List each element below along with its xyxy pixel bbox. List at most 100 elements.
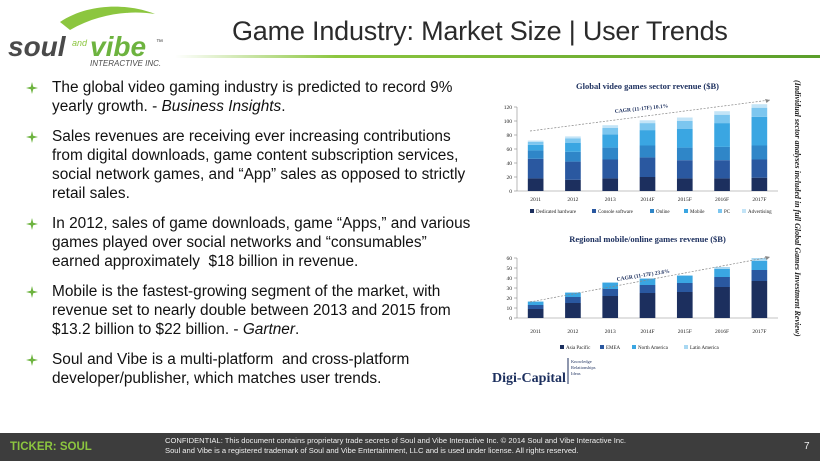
- bar-segment: [639, 145, 656, 158]
- y-tick-label: 0: [509, 189, 512, 195]
- bar-segment: [751, 107, 768, 117]
- legend-label: Online: [656, 210, 670, 215]
- y-tick-label: 0: [509, 316, 512, 322]
- bar-segment: [714, 269, 730, 277]
- x-tick-label: 2016F: [715, 197, 729, 203]
- legend-label: North America: [638, 346, 669, 351]
- chart-title: Regional mobile/online games revenue ($B…: [569, 234, 726, 244]
- bullet: Soul and Vibe is a multi-platform and cr…: [22, 350, 472, 388]
- slide-title: Game Industry: Market Size | User Trends: [232, 16, 728, 46]
- legend-label: Advertising: [748, 210, 772, 215]
- bullet: Mobile is the fastest-growing segment of…: [22, 282, 472, 339]
- bar-segment: [676, 160, 693, 179]
- bar-segment: [714, 160, 730, 179]
- trend-arrowhead: [765, 99, 770, 103]
- legend-swatch: [600, 345, 604, 349]
- x-tick-label: 2011: [530, 197, 541, 203]
- bar-segment: [602, 289, 619, 296]
- legend-swatch: [560, 345, 564, 349]
- bullet-text: In 2012, sales of game downloads, game “…: [52, 215, 475, 270]
- bullet-icon: [26, 218, 38, 230]
- bar-segment: [527, 150, 544, 159]
- page-number: 7: [804, 441, 810, 452]
- bar-segment: [751, 270, 768, 281]
- bar-segment: [751, 145, 768, 160]
- bar-segment: [676, 276, 693, 283]
- x-tick-label: 2014F: [640, 197, 654, 203]
- bar-segment: [639, 123, 656, 131]
- bullet-icon: [26, 286, 38, 298]
- bullet-text: .: [295, 321, 300, 338]
- y-tick-label: 50: [507, 266, 513, 272]
- bar-segment: [527, 140, 544, 142]
- bar-segment: [676, 147, 693, 161]
- bar-segment: [527, 309, 544, 318]
- bar-segment: [714, 114, 730, 124]
- bullet-text: Gartner: [242, 321, 295, 338]
- chart-title: Global video games sector revenue ($B): [576, 81, 719, 91]
- logo-and: and: [72, 38, 88, 48]
- y-tick-label: 120: [504, 105, 513, 111]
- legend-swatch: [650, 209, 654, 213]
- legend-label: Dedicated hardware: [536, 210, 577, 215]
- source-name: Digi-Capital: [492, 371, 566, 386]
- logo-swoosh: [60, 6, 155, 30]
- bar-segment: [565, 151, 581, 162]
- bullet-icon: [26, 131, 38, 143]
- y-tick-label: 60: [507, 147, 513, 153]
- bullet-text: Soul and Vibe is a multi-platform and cr…: [52, 351, 414, 387]
- bar-segment: [676, 121, 693, 129]
- bar-segment: [565, 303, 581, 318]
- bar-segment: [714, 178, 730, 191]
- bullet-text: Business Insights: [161, 98, 282, 115]
- bar-segment: [751, 116, 768, 146]
- y-tick-label: 30: [507, 286, 513, 292]
- footer-bar: [0, 433, 820, 461]
- bullet-text: .: [281, 98, 286, 115]
- y-tick-label: 80: [507, 133, 513, 139]
- bar-segment: [676, 283, 693, 292]
- bar-segment: [565, 297, 581, 303]
- bullet-star: [26, 218, 38, 230]
- bullet: The global video gaming industry is pred…: [22, 78, 472, 116]
- bar-segment: [527, 301, 544, 302]
- bar-segment: [565, 161, 581, 180]
- x-tick-label: 2013: [605, 329, 616, 335]
- side-note: (Individual sector analyses included in …: [793, 80, 802, 337]
- bar-segment: [639, 120, 656, 124]
- legend-label: Latin America: [690, 346, 720, 351]
- source-tagline: Ideas: [571, 371, 581, 376]
- bar-segment: [602, 128, 619, 135]
- bullet: Sales revenues are receiving ever increa…: [22, 127, 472, 203]
- bullet-list: The global video gaming industry is pred…: [22, 78, 472, 399]
- bar-segment: [714, 146, 730, 161]
- bar-segment: [527, 302, 544, 305]
- bar-segment: [527, 158, 544, 179]
- x-tick-label: 2017F: [752, 197, 766, 203]
- bar-segment: [639, 285, 656, 293]
- y-tick-label: 60: [507, 256, 513, 262]
- x-tick-label: 2014F: [640, 329, 654, 335]
- legend-swatch: [592, 209, 596, 213]
- bar-segment: [751, 281, 768, 318]
- bullet-star: [26, 286, 38, 298]
- confidential-line: CONFIDENTIAL: This document contains pro…: [165, 436, 627, 445]
- bar-segment: [639, 177, 656, 191]
- bar-segment: [676, 117, 693, 121]
- logo-soul: soul: [8, 31, 67, 62]
- x-tick-label: 2011: [530, 329, 541, 335]
- bar-segment: [639, 279, 656, 285]
- bar-segment: [639, 130, 656, 146]
- logo-vibe: vibe: [90, 31, 146, 62]
- legend-swatch: [632, 345, 636, 349]
- bar-segment: [676, 128, 693, 148]
- bar-segment: [527, 305, 544, 309]
- bar-segment: [602, 134, 619, 148]
- bullet-star: [26, 82, 38, 94]
- bullet: In 2012, sales of game downloads, game “…: [22, 214, 472, 271]
- bar-segment: [602, 283, 619, 289]
- bar-segment: [714, 123, 730, 147]
- bar-segment: [751, 258, 768, 261]
- bar-segment: [602, 159, 619, 179]
